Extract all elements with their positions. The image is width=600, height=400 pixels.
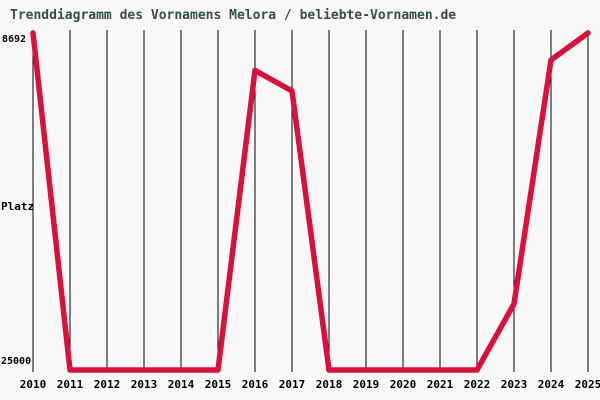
y-axis-title: Platz	[1, 200, 35, 213]
x-tick-label: 2014	[167, 378, 195, 391]
x-tick-label: 2021	[426, 378, 454, 391]
x-tick-label: 2010	[19, 378, 47, 391]
x-tick-label: 2011	[56, 378, 84, 391]
trend-line	[30, 30, 591, 373]
x-tick-label: 2015	[204, 378, 232, 391]
x-tick-label: 2025	[574, 378, 600, 391]
x-tick-label: 2024	[537, 378, 565, 391]
x-tick-label: 2020	[389, 378, 417, 391]
y-axis-top-tick-label: 8692	[2, 34, 27, 45]
chart-title: Trenddiagramm des Vornamens Melora / bel…	[10, 8, 457, 23]
x-tick-label: 2017	[278, 378, 306, 391]
x-tick-label: 2013	[130, 378, 158, 391]
x-tick-label: 2018	[315, 378, 343, 391]
y-axis-bottom-tick-label: 25000	[1, 356, 32, 367]
x-tick-label: 2012	[93, 378, 121, 391]
x-tick-label: 2022	[463, 378, 491, 391]
x-tick-label: 2016	[241, 378, 269, 391]
x-tick-label: 2019	[352, 378, 380, 391]
x-tick-label: 2023	[500, 378, 528, 391]
